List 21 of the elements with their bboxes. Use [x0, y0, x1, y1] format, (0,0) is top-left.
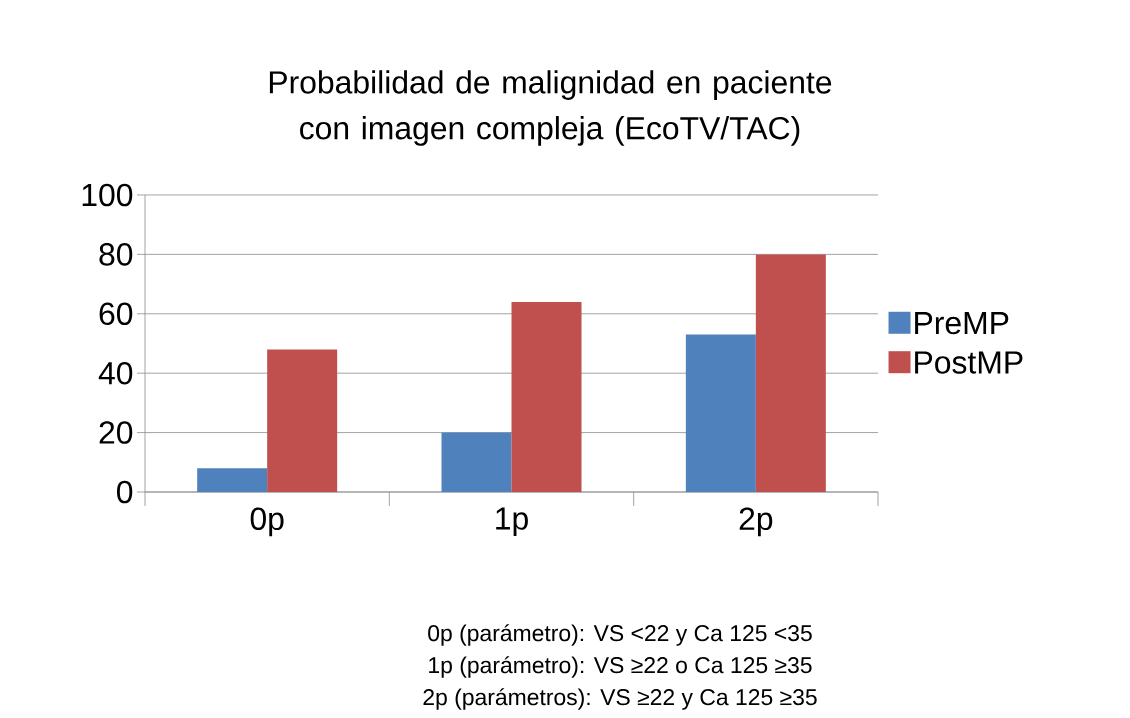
y-tick-label: 60 — [99, 302, 133, 326]
y-tick-label: 40 — [98, 361, 133, 385]
x-tick-label: 0p — [250, 507, 284, 537]
bar — [755, 254, 826, 492]
bar — [511, 301, 582, 492]
chart-title: Probabilidad de malignidad en paciente con imagen compleja (EcoTV/TAC) — [269, 70, 832, 146]
text: 0p (parámetro): VS <22 y Ca 125 <35 — [428, 624, 812, 646]
bar — [441, 432, 512, 492]
y-tick-label: 0 — [117, 480, 133, 504]
legend-label: PreMP — [915, 312, 1009, 335]
text: 1p (parámetro): VS ≥22 o Ca 125 ≥35 — [429, 656, 812, 678]
y-tick-label: 80 — [99, 243, 133, 266]
x-tick-label: 1p — [496, 507, 528, 537]
legend-label: PostMP — [915, 351, 1023, 374]
bar — [267, 349, 338, 492]
bar — [685, 334, 756, 492]
y-tick-label: 20 — [99, 421, 133, 444]
bar — [197, 468, 268, 492]
text: 2p (parámetros): VS ≥22 y Ca 125 ≥35 — [423, 688, 817, 710]
y-tick-label: 100 — [82, 183, 133, 207]
x-tick-label: 2p — [739, 507, 773, 537]
